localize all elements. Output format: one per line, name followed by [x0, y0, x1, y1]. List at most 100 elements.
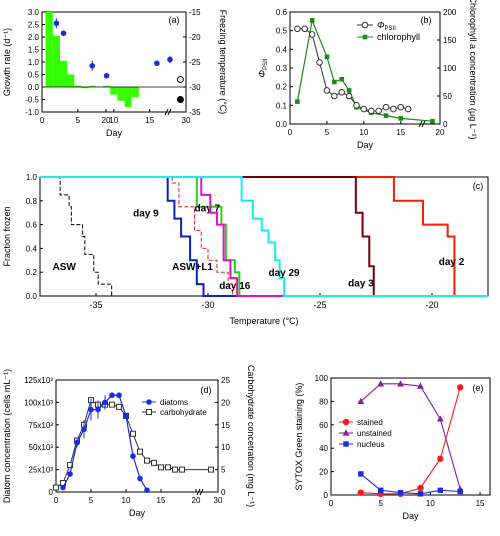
- panel-d-carbohydrate-point: [109, 401, 115, 408]
- panel-b-psii-point: [382, 103, 390, 111]
- panel-d-legend-diatoms-marker: [146, 399, 152, 405]
- panel-a-ytick-right-label: -20: [189, 33, 201, 42]
- panel-b-ytick-label: 0.1: [276, 101, 288, 110]
- panel-b-psii-point: [323, 87, 331, 94]
- panel-a-ytick-label: 2.5: [28, 21, 40, 30]
- panel-d-xtick-label: 10: [122, 496, 131, 505]
- panel-b-ylabel-right: Chlorophyll a concentration (μg L⁻¹): [468, 0, 478, 140]
- panel-d-carbohydrate-point: [158, 464, 164, 471]
- panel-d-legend-carbohydrate-marker: [146, 409, 152, 415]
- panel-d-carbohydrate-point: [130, 430, 136, 437]
- panel-d-xtick-label: 15: [157, 496, 166, 505]
- panel-e-legend-unstained-label: unstained: [357, 429, 392, 438]
- panel-d-xtick-label: 30: [214, 496, 223, 505]
- panel-a-bar: [110, 87, 118, 95]
- panel-a-axis-break: [167, 108, 172, 116]
- panel-d-ytick-right-label: 20: [221, 398, 230, 407]
- panel-b-ytick-label: 0.4: [276, 45, 288, 54]
- panel-b-chlorophyll-point: [383, 113, 389, 118]
- panel-c-label-asw: ASW: [52, 262, 76, 273]
- panel-e-unstained-point: [417, 382, 424, 389]
- panel-c-frame: [39, 176, 489, 297]
- panel-b-chlorophyll-point: [398, 116, 404, 121]
- panel-d-diatoms-point: [109, 392, 115, 399]
- panel-a-xtick-label: 0: [40, 116, 45, 125]
- panel-b-xtick-label: 20: [436, 128, 445, 137]
- panel-c-ytick-label: 0.8: [26, 197, 38, 206]
- panel-d-ytick-label: 50x10³: [29, 443, 54, 452]
- panel-d-ylabel-right: Carbohydrate concetration (mg L⁻¹): [246, 365, 256, 507]
- panel-b-legend-chlorophyll-label: chlorophyll: [377, 32, 420, 42]
- panel-e-unstained-point: [377, 380, 385, 387]
- panel-e-stained-point: [456, 384, 464, 391]
- panel-d-legend-diatoms-label: diatoms: [160, 398, 188, 407]
- panel-d-diatoms-point: [60, 484, 66, 491]
- panel-d-ytick-right-label: 5: [221, 466, 226, 475]
- panel-a-growth-point: [53, 20, 60, 27]
- panel-c-curve-day-29: [40, 176, 488, 297]
- panel-e-unstained-line: [360, 383, 461, 490]
- panel-a-freezing-point: [176, 96, 184, 103]
- panel-b-ytick-right-label: 100: [443, 64, 457, 73]
- panel-a-ytick-label: 0.0: [28, 83, 40, 92]
- panel-a-ytick-label: 1.5: [28, 46, 40, 55]
- panel-b-axis-break: [421, 120, 426, 128]
- panel-b-letter: (b): [421, 15, 432, 25]
- panel-d-axis-break: [199, 488, 204, 496]
- panel-b-xtick-label: 5: [325, 128, 330, 137]
- panel-a-ylabel: Growth rate (d⁻¹): [2, 28, 12, 96]
- panel-b-psii-point: [397, 103, 405, 111]
- panel-c-curve-asw: [40, 176, 123, 297]
- panel-a-bar: [117, 87, 125, 101]
- panel-b-ytick-label: 0.6: [276, 8, 288, 17]
- panel-e-nucleus-line: [360, 473, 461, 495]
- panel-a-xlabel: Day: [106, 128, 123, 138]
- panel-b-chlorophyll-point: [332, 79, 337, 85]
- panel-e-xtick-label: 5: [378, 499, 383, 508]
- panel-c-letter: (c): [473, 181, 484, 191]
- panel-c-label-day-7: day 7: [195, 204, 221, 215]
- panel-e-stained-point: [437, 455, 444, 462]
- panel-a-ytick-label: 0.5: [28, 71, 40, 80]
- panel-a-ylabel-right: Freezing temperature (°C): [218, 10, 228, 115]
- panel-c-ytick-label: 1.0: [26, 173, 38, 182]
- panel-d-carbohydrate-point: [116, 403, 122, 410]
- panel-e-nucleus-point: [417, 491, 424, 497]
- panel-b-ytick-label: 0.0: [276, 120, 288, 129]
- panel-e-ytick-label: 100: [315, 374, 329, 383]
- panel-a-bar: [74, 85, 82, 87]
- panel-b-psii-point: [353, 102, 360, 109]
- panel-b-psii-point: [404, 105, 412, 113]
- panel-e-legend-nucleus-label: nucleus: [357, 440, 385, 449]
- panel-c-xtick-label: -35: [89, 300, 102, 310]
- panel-b-psii-point: [338, 88, 346, 96]
- panel-b-psii-point: [375, 107, 382, 115]
- panel-e-stained-point: [417, 484, 424, 492]
- panel-b-chlorophyll-point: [309, 18, 315, 23]
- panel-b-psii-point: [390, 105, 397, 113]
- panel-e-unstained-point: [342, 429, 350, 436]
- panel-b-xlabel: Day: [357, 140, 374, 150]
- panel-d-carbohydrate-point: [144, 457, 150, 464]
- panel-d-diatoms-point: [116, 392, 122, 399]
- panel-a-freezing-point: [176, 76, 184, 83]
- panel-a-axis-break: [164, 108, 169, 116]
- panel-b-legend-psii-marker: [361, 21, 369, 29]
- panel-a-bar: [88, 85, 96, 87]
- panel-b-ytick-right-label: 50: [443, 92, 452, 101]
- panel-d-ytick-right-label: 0: [221, 488, 226, 497]
- panel-a-ytick-label: -1.0: [25, 108, 39, 117]
- panel-b-psii-point: [360, 105, 368, 113]
- panel-d-xtick-label: 5: [89, 496, 94, 505]
- panel-e-stained-line: [360, 387, 461, 495]
- panel-b-psii-point: [367, 107, 375, 115]
- panel-d-carbohydrate-point: [151, 459, 157, 466]
- panel-a-ytick-label: -0.5: [25, 96, 39, 105]
- panel-d-carbohydrate-point: [208, 466, 214, 473]
- panel-d-diatoms-point: [81, 426, 87, 433]
- panel-a-ytick-label: 2.0: [28, 33, 40, 42]
- panel-e-xtick-label: 10: [426, 499, 435, 508]
- panel-b-xtick-label: 15: [396, 128, 405, 137]
- panel-d-axis-break: [196, 488, 201, 496]
- panel-a-growth-point: [154, 60, 160, 67]
